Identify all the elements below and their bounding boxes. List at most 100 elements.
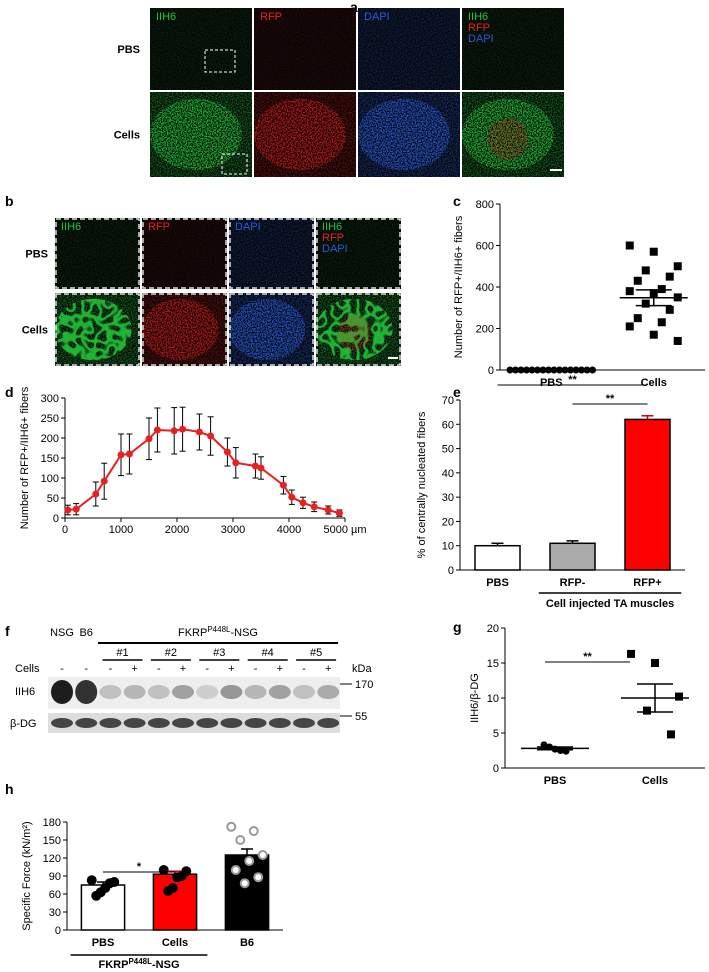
x-tick-label: 3000 — [221, 524, 245, 536]
y-tick-label: 15 — [487, 658, 499, 670]
dot — [641, 299, 650, 308]
y-tick-label: 40 — [442, 468, 454, 480]
dot — [512, 366, 519, 374]
dot — [675, 692, 683, 701]
dot — [589, 366, 596, 374]
channel-label: DAPI — [364, 11, 390, 23]
point — [86, 875, 97, 886]
dot — [633, 276, 642, 285]
inset-box — [204, 49, 236, 73]
significance-label: ** — [606, 393, 615, 405]
significance-label: ** — [583, 651, 592, 663]
point — [145, 435, 153, 443]
stain-region — [55, 298, 132, 361]
group-label: #1 — [116, 647, 128, 659]
band — [172, 718, 194, 728]
y-tick-label: 300 — [41, 393, 59, 405]
treatment: - — [302, 663, 306, 675]
row-label: β-DG — [10, 718, 37, 730]
panel-label: g — [453, 619, 462, 635]
strain-part: FKRP — [178, 627, 207, 639]
group-label: #2 — [165, 647, 177, 659]
band — [75, 718, 98, 728]
bar — [224, 854, 270, 931]
y-axis-label: % of centrally nucleated fibers — [416, 411, 428, 558]
stain-region — [229, 298, 306, 361]
x-tick-label: 5000 µm — [323, 524, 366, 536]
treatment: + — [325, 663, 331, 675]
point — [226, 821, 237, 832]
band — [220, 685, 243, 699]
stain — [316, 218, 401, 289]
channel-label: RFP — [468, 22, 490, 34]
point — [279, 481, 287, 489]
point — [172, 872, 183, 883]
dot — [506, 366, 514, 374]
y-tick-label: 50 — [442, 444, 454, 456]
group-label-part: P448L — [128, 957, 152, 966]
group-label: #5 — [310, 647, 322, 659]
treatment: - — [60, 663, 64, 675]
band — [51, 718, 73, 728]
stain — [229, 218, 314, 289]
y-tick-label: 20 — [442, 516, 454, 528]
point — [117, 451, 125, 459]
x-tick-label: PBS — [92, 937, 115, 949]
bar — [474, 544, 521, 571]
band — [268, 685, 291, 699]
band — [99, 685, 122, 699]
treatment: + — [228, 663, 234, 675]
y-tick-label: 30 — [442, 492, 454, 504]
band — [220, 718, 243, 728]
panel-label: h — [5, 781, 14, 797]
treatment: - — [254, 663, 258, 675]
group-label: Cell injected TA muscles — [546, 598, 674, 610]
stain — [358, 8, 460, 90]
dot — [649, 247, 658, 256]
band — [244, 718, 267, 728]
bar — [152, 873, 198, 931]
y-tick-label: 200 — [476, 324, 494, 336]
dot — [665, 272, 674, 281]
y-tick-label: 120 — [43, 853, 61, 865]
frame-dashed — [316, 218, 401, 289]
y-axis-label: IIH6/β-DG — [469, 673, 481, 723]
point — [324, 506, 332, 514]
point — [257, 850, 268, 860]
dot — [657, 318, 666, 327]
band — [123, 685, 146, 699]
point — [239, 878, 250, 889]
band — [99, 718, 122, 728]
stain-region — [358, 98, 450, 171]
dot — [641, 266, 650, 275]
lane-label: B6 — [79, 627, 92, 639]
dot — [667, 730, 675, 739]
unit: kDa — [352, 663, 372, 675]
y-tick-label: 20 — [487, 623, 499, 635]
y-tick-label: 0 — [488, 365, 494, 377]
row-label: PBS — [117, 44, 140, 56]
point — [92, 490, 100, 498]
channel-label: RFP — [322, 232, 344, 244]
treatment: - — [84, 663, 88, 675]
row-label: Cells — [114, 130, 140, 142]
dot — [627, 649, 635, 658]
channel-label: IIH6 — [156, 11, 176, 23]
band — [317, 685, 340, 699]
bar — [549, 542, 596, 571]
dot — [625, 287, 634, 296]
point — [335, 509, 343, 517]
point — [163, 886, 174, 896]
x-tick-label: PBS — [540, 377, 563, 389]
stain — [142, 218, 227, 289]
lane-label: NSG — [50, 627, 74, 639]
frame-dashed — [229, 218, 314, 289]
y-tick-label: 180 — [43, 817, 61, 829]
stain — [150, 8, 252, 90]
y-tick-label: 60 — [49, 889, 61, 901]
group-label-part: -NSG — [152, 959, 180, 971]
y-tick-label: 400 — [476, 282, 494, 294]
y-tick-label: 90 — [49, 871, 61, 883]
panel-label: a — [350, 0, 358, 15]
point — [248, 826, 259, 836]
